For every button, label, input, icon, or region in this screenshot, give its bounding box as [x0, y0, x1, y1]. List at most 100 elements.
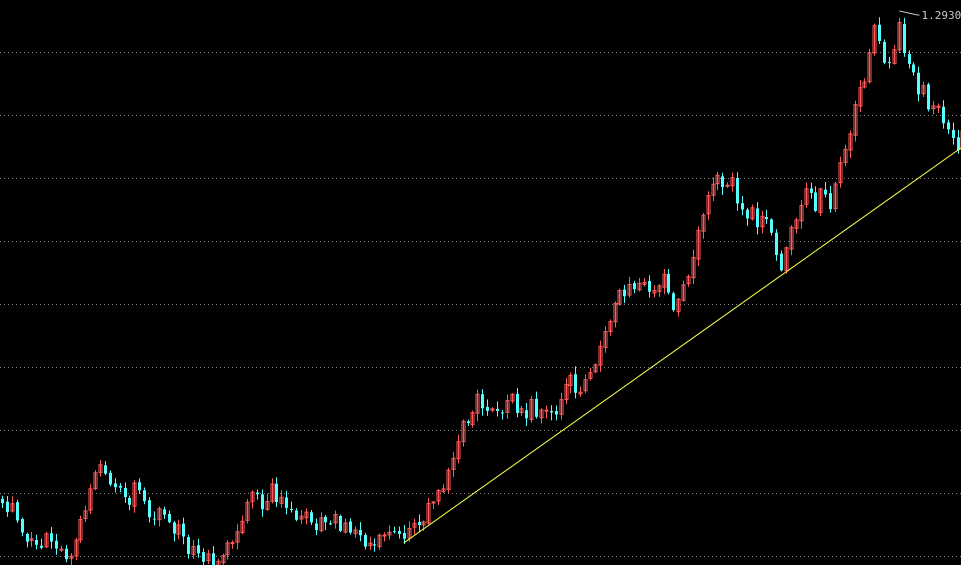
- candle-down: [501, 412, 504, 414]
- candle-up: [603, 331, 608, 349]
- candle-down: [359, 529, 362, 536]
- candle-up: [593, 364, 598, 373]
- candle-down: [535, 398, 538, 417]
- candle-down: [40, 545, 43, 548]
- candle-down: [912, 64, 915, 73]
- candle-down: [672, 293, 675, 311]
- candle-down: [741, 203, 744, 210]
- candle-up: [696, 229, 701, 260]
- candle-up: [529, 399, 534, 420]
- candle-up: [250, 491, 255, 503]
- candle-down: [114, 483, 117, 488]
- candle-up: [98, 464, 103, 473]
- candle-up: [69, 555, 74, 559]
- candle-down: [187, 537, 190, 555]
- candle-down: [418, 521, 421, 526]
- candle-down: [168, 513, 171, 523]
- candle-up: [475, 393, 480, 414]
- candle-down: [65, 548, 68, 560]
- candle-up: [319, 517, 324, 532]
- candle-down: [765, 216, 768, 220]
- candle-up: [74, 539, 79, 557]
- candle-down: [398, 531, 401, 534]
- candle-up: [858, 87, 863, 107]
- candle-up: [931, 105, 936, 110]
- candle-up: [715, 174, 720, 185]
- candle-down: [736, 177, 739, 204]
- candle-down: [50, 533, 53, 542]
- peak-value-label: 1.2930: [922, 9, 961, 22]
- candle-up: [921, 85, 926, 95]
- candle-up: [838, 162, 843, 184]
- candle-down: [119, 485, 122, 488]
- candle-up: [613, 302, 618, 323]
- candle-up: [627, 284, 632, 296]
- candle-up: [421, 521, 426, 526]
- candle-up: [608, 320, 613, 332]
- candle-down: [256, 492, 259, 495]
- candle-up: [730, 177, 735, 187]
- candle-up: [176, 524, 181, 535]
- candle-down: [746, 209, 749, 219]
- candle-down: [555, 411, 558, 415]
- candle-up: [862, 81, 867, 88]
- candle-down: [173, 522, 176, 534]
- candle-down: [16, 502, 19, 521]
- candle-up: [279, 496, 284, 504]
- grid-lines: [0, 52, 961, 557]
- candle-up: [343, 522, 348, 533]
- candle-up: [235, 531, 240, 543]
- candle-up: [59, 548, 64, 551]
- candle-down: [770, 219, 773, 233]
- candle-down: [574, 374, 577, 393]
- candle-up: [760, 215, 765, 228]
- candle-down: [349, 521, 352, 533]
- candle-down: [148, 500, 151, 518]
- candle-up: [230, 542, 235, 545]
- candle-down: [202, 552, 205, 562]
- candle-up: [652, 289, 657, 294]
- candle-up: [377, 534, 382, 548]
- candle-up: [789, 226, 794, 250]
- candle-up: [470, 412, 475, 425]
- candle-down: [104, 465, 107, 474]
- candle-up: [10, 503, 15, 512]
- candle-up: [588, 372, 593, 379]
- candle-down: [261, 494, 264, 510]
- candle-up: [426, 502, 431, 524]
- candle-up: [387, 531, 392, 536]
- candle-down: [947, 122, 950, 130]
- candle-up: [412, 522, 417, 528]
- candle-up: [544, 409, 549, 412]
- candle-up: [206, 553, 211, 562]
- candle-down: [525, 410, 528, 419]
- candle-down: [908, 54, 911, 64]
- candle-up: [843, 148, 848, 163]
- candle-up: [872, 25, 877, 54]
- candle-down: [623, 289, 626, 297]
- candle-up: [461, 420, 466, 443]
- candle-up: [784, 247, 789, 272]
- candle-down: [295, 510, 298, 520]
- candle-down: [486, 406, 489, 411]
- candle-down: [182, 523, 185, 537]
- candle-up: [191, 546, 196, 555]
- candle-down: [927, 84, 930, 110]
- candle-up: [299, 515, 304, 520]
- candle-down: [814, 192, 817, 211]
- candle-up: [794, 219, 799, 229]
- candle-down: [721, 176, 724, 188]
- candle-up: [441, 488, 446, 493]
- candle-up: [897, 22, 902, 51]
- candle-down: [903, 24, 906, 53]
- candle-down: [138, 482, 141, 491]
- candles: [1, 17, 961, 565]
- candle-up: [848, 133, 853, 151]
- candle-up: [892, 49, 897, 64]
- candle-down: [550, 410, 553, 413]
- candle-up: [93, 472, 98, 490]
- candle-down: [163, 509, 166, 515]
- candle-up: [833, 183, 838, 210]
- candle-down: [275, 483, 278, 502]
